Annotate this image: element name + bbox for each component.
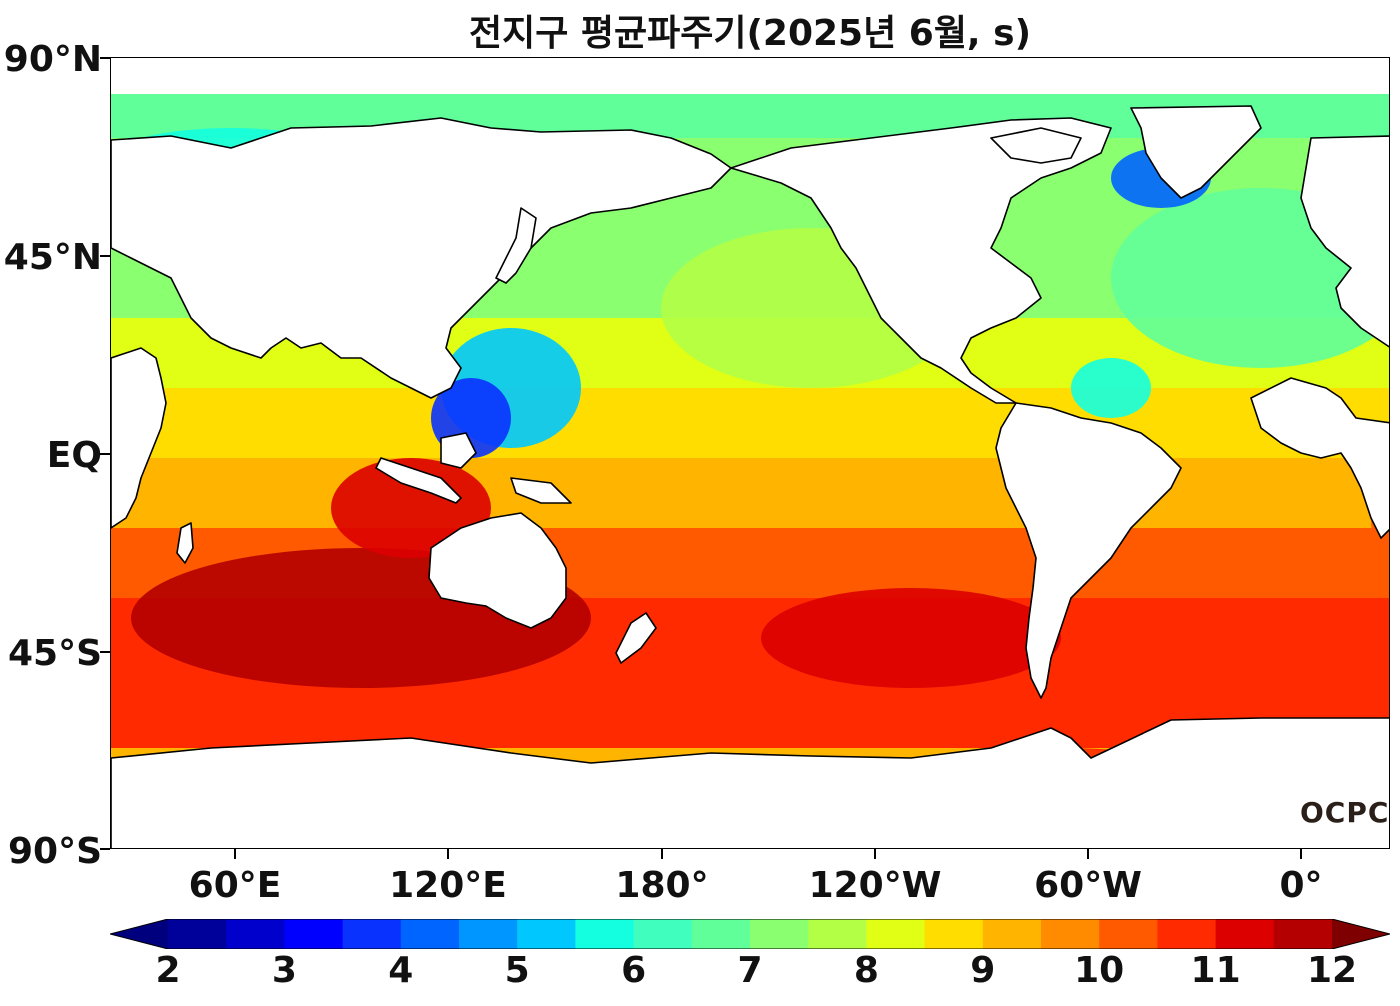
wave-period-region bbox=[1071, 358, 1151, 418]
lat-label-90s: 90°S bbox=[7, 831, 102, 872]
lon-label-60w: 60°W bbox=[1034, 865, 1142, 906]
map-frame bbox=[110, 57, 1390, 849]
lat-tick bbox=[100, 255, 110, 257]
colorbar-segment bbox=[750, 919, 809, 949]
colorbar-tick-label: 5 bbox=[504, 950, 530, 991]
colorbar-segment bbox=[1215, 919, 1275, 949]
colorbar-under-arrow bbox=[110, 919, 168, 949]
colorbar-segment bbox=[633, 919, 693, 949]
wave-period-band bbox=[111, 388, 1389, 458]
colorbar-tick-label: 4 bbox=[388, 950, 414, 991]
lon-tick bbox=[874, 849, 876, 859]
lat-tick bbox=[100, 848, 110, 850]
wave-period-region bbox=[331, 458, 491, 558]
lat-label-eq: EQ bbox=[46, 435, 102, 476]
page-title: 전지구 평균파주기(2025년 6월, s) bbox=[468, 13, 1032, 54]
land-africa-west bbox=[1250, 377, 1389, 539]
colorbar-segment bbox=[168, 919, 227, 949]
lat-label-90n: 90°N bbox=[3, 39, 102, 80]
colorbar-segment bbox=[1099, 919, 1158, 949]
colorbar-over-arrow bbox=[1332, 919, 1390, 949]
colorbar-tick-label: 10 bbox=[1074, 950, 1125, 991]
colorbar-tick-label: 9 bbox=[970, 950, 996, 991]
colorbar-segment bbox=[400, 919, 460, 949]
lat-tick bbox=[100, 651, 110, 653]
colorbar-segment bbox=[808, 919, 867, 949]
lon-label-60e: 60°E bbox=[188, 865, 282, 906]
land-borneo bbox=[440, 432, 477, 469]
colorbar bbox=[108, 918, 1392, 950]
land-arctic-islands bbox=[990, 127, 1082, 164]
land-new-zealand bbox=[615, 612, 657, 664]
colorbar-segment bbox=[459, 919, 518, 949]
colorbar-tick-label: 2 bbox=[155, 950, 181, 991]
colorbar-segment bbox=[342, 919, 402, 949]
land-south-america bbox=[995, 402, 1182, 699]
land-indonesia bbox=[375, 457, 462, 504]
colorbar-tick-label: 11 bbox=[1190, 950, 1241, 991]
land-australia bbox=[428, 512, 567, 629]
colorbar-segment bbox=[1041, 919, 1100, 949]
colorbar-tick-label: 8 bbox=[853, 950, 879, 991]
lon-tick bbox=[447, 849, 449, 859]
colorbar-segment bbox=[924, 919, 984, 949]
land-africa bbox=[111, 347, 167, 529]
lat-tick bbox=[100, 57, 110, 59]
wave-period-band bbox=[111, 458, 1389, 528]
land-antarctica bbox=[111, 717, 1389, 848]
lon-tick bbox=[661, 849, 663, 859]
lon-tick bbox=[1300, 849, 1302, 859]
lon-tick bbox=[1087, 849, 1089, 859]
colorbar-tick-label: 3 bbox=[271, 950, 297, 991]
land-greenland bbox=[1130, 105, 1262, 199]
lon-label-120e: 120°E bbox=[389, 865, 507, 906]
wave-period-map bbox=[111, 94, 1389, 848]
lon-label-180: 180° bbox=[615, 865, 709, 906]
colorbar-tick-label: 7 bbox=[737, 950, 763, 991]
colorbar-svg bbox=[108, 918, 1392, 950]
colorbar-tick-label: 12 bbox=[1306, 950, 1358, 991]
lat-tick bbox=[100, 453, 110, 455]
lon-label-120w: 120°W bbox=[808, 865, 942, 906]
colorbar-segment bbox=[284, 919, 344, 949]
ocpc-logo: OCPC bbox=[1300, 796, 1390, 829]
colorbar-tick-label: 6 bbox=[621, 950, 647, 991]
colorbar-segment bbox=[575, 919, 635, 949]
colorbar-segment bbox=[226, 919, 285, 949]
land-eurasia-africa bbox=[111, 117, 732, 399]
lat-label-45s: 45°S bbox=[7, 633, 102, 674]
wave-period-region bbox=[761, 588, 1061, 688]
colorbar-segment bbox=[866, 919, 926, 949]
colorbar-segment bbox=[1273, 919, 1333, 949]
colorbar-segment bbox=[691, 919, 751, 949]
land-north-america bbox=[730, 117, 1112, 404]
land-madagascar bbox=[176, 522, 194, 564]
land-new-guinea bbox=[510, 477, 572, 504]
land-europe-west bbox=[1300, 135, 1389, 348]
colorbar-segment bbox=[517, 919, 576, 949]
land-japan bbox=[495, 207, 537, 284]
colorbar-segment bbox=[982, 919, 1042, 949]
lon-label-0: 0° bbox=[1279, 865, 1323, 906]
lat-label-45n: 45°N bbox=[3, 237, 102, 278]
lon-tick bbox=[234, 849, 236, 859]
colorbar-segment bbox=[1157, 919, 1217, 949]
